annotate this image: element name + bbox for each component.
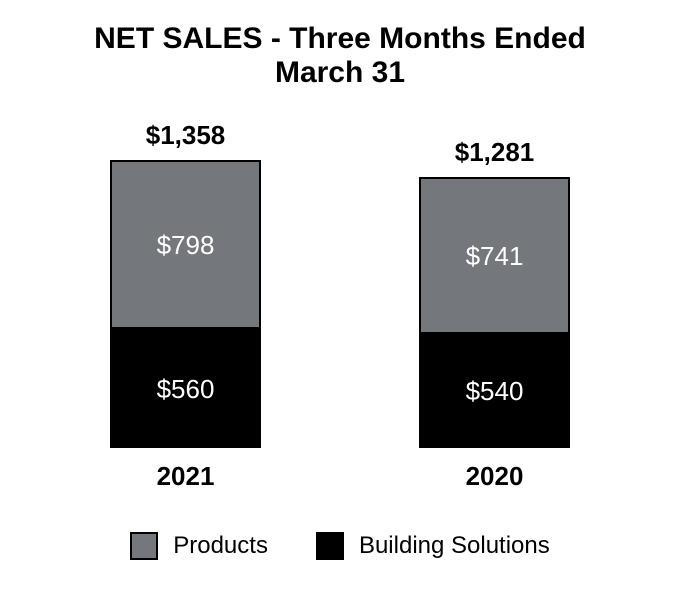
segment-value-label: $741 [465, 240, 524, 271]
products-swatch-icon [130, 532, 159, 560]
segment-value-label: $560 [156, 373, 215, 404]
chart-title: NET SALES - Three Months Ended March 31 [94, 22, 586, 89]
total-value-label-2021: $1,358 [145, 120, 226, 150]
legend-label-building-solutions: Building Solutions [358, 532, 550, 559]
legend: Products Building Solutions [0, 532, 680, 560]
products-segment-2021: $798 [110, 160, 261, 329]
legend-label-products: Products [173, 532, 268, 559]
total-value-label-2020: $1,281 [454, 137, 535, 167]
segment-value-label: $540 [465, 376, 524, 406]
bar-group-2020: $1,281 $741 $540 [419, 139, 570, 448]
building-solutions-segment-2021: $560 [110, 329, 261, 448]
x-axis-label-2021: 2021 [156, 461, 215, 491]
building-solutions-segment-2020: $540 [419, 334, 570, 448]
legend-item-building-solutions: Building Solutions [315, 532, 550, 560]
building-solutions-swatch-icon [315, 532, 344, 560]
products-segment-2020: $741 [419, 177, 570, 334]
legend-item-products: Products [130, 532, 268, 560]
bar-group-2021: $1,358 $798 $560 [110, 122, 261, 448]
segment-value-label: $798 [156, 229, 215, 260]
x-axis-label-2020: 2020 [465, 461, 524, 491]
